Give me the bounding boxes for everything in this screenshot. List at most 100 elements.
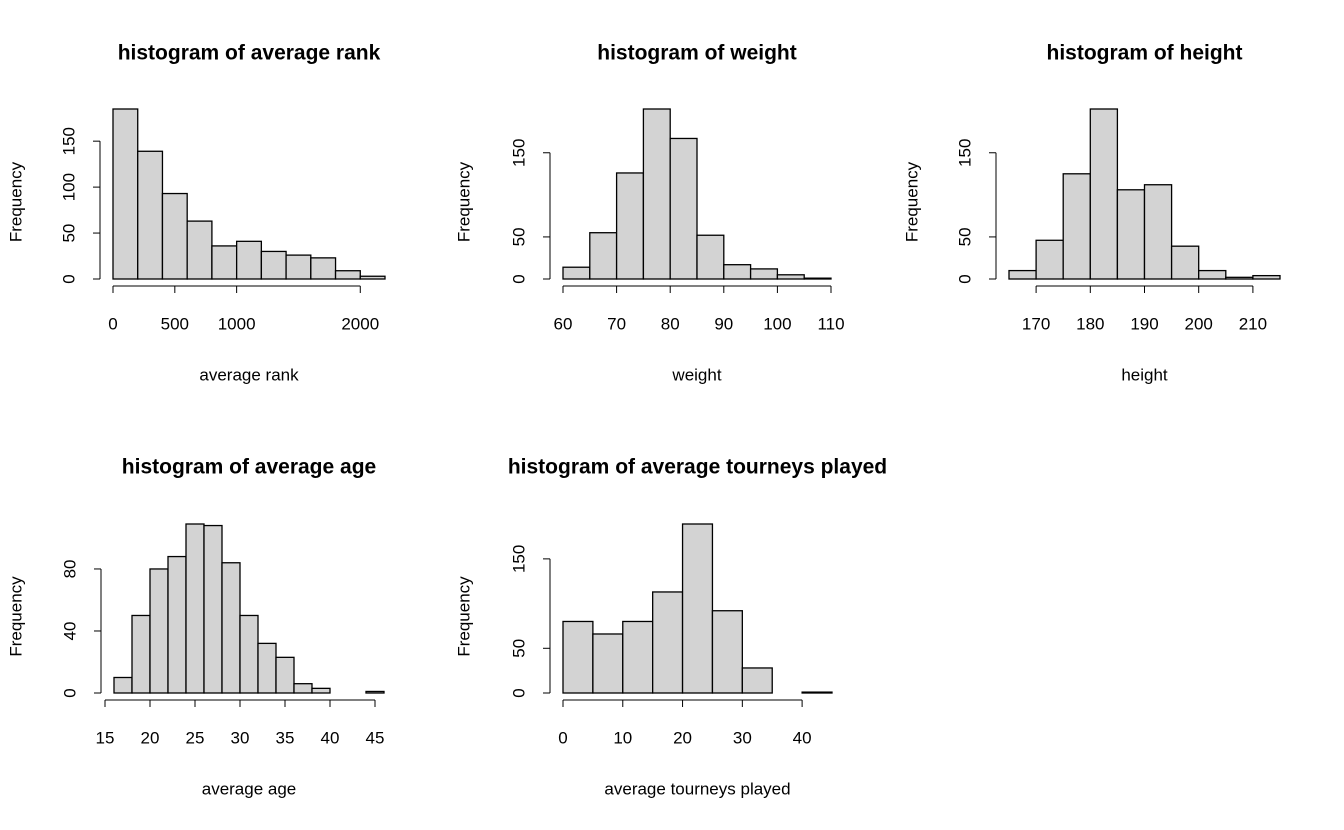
bar [562, 266, 591, 280]
bar [622, 620, 654, 694]
bar [359, 275, 386, 280]
x-tick-label: 80 [661, 314, 680, 333]
x-axis-label: height [1121, 365, 1168, 384]
bar [592, 633, 624, 694]
title-group: histogram of height [1047, 42, 1243, 65]
bar [1143, 184, 1173, 280]
chart-title: histogram of average rank [118, 42, 381, 65]
bar [221, 562, 241, 694]
bar [167, 555, 187, 694]
y-axis-label: Frequency [6, 576, 25, 657]
x-axis-label: weight [671, 365, 721, 384]
chart-title: histogram of weight [597, 42, 797, 65]
bar [365, 690, 385, 694]
y-tick-label: 150 [509, 139, 528, 167]
bar [186, 220, 213, 280]
x-tick-label: 40 [321, 728, 340, 747]
x-tick-label: 1000 [218, 314, 256, 333]
y-tick-label: 80 [60, 560, 79, 579]
x-tick-label: 10 [613, 728, 632, 747]
y-tick-label: 50 [509, 639, 528, 658]
bar [1116, 189, 1146, 280]
bar [235, 240, 263, 280]
y-tick-label: 150 [509, 545, 528, 573]
x-axis-label: average rank [199, 365, 299, 384]
bar [161, 192, 188, 280]
panel: histogram of average age 0 40 80 15 20 25 30 35 4… [6, 456, 385, 798]
bar [652, 591, 684, 694]
bar [776, 274, 805, 280]
bar [803, 277, 832, 280]
bar [285, 254, 312, 280]
bar [112, 108, 139, 280]
panel: histogram of average tourneys played 0 50 1… [454, 456, 887, 799]
bar [334, 270, 361, 280]
bar [260, 250, 287, 280]
x-tick-label: 2000 [341, 314, 379, 333]
x-tick-label: 30 [733, 728, 752, 747]
bar [311, 687, 331, 694]
y-axis-label: Frequency [454, 576, 473, 657]
x-tick-label: 45 [366, 728, 385, 747]
x-tick-label: 500 [161, 314, 189, 333]
bar [723, 264, 752, 280]
x-axis-label: average age [202, 779, 297, 798]
y-tick-label: 50 [955, 227, 974, 246]
bar [275, 656, 295, 694]
bar [681, 523, 714, 694]
y-tick-label: 0 [509, 688, 528, 697]
bar [741, 667, 773, 694]
title-group: histogram of average age [122, 456, 376, 479]
x-tick-label: 170 [1022, 314, 1050, 333]
y-tick-label: 0 [60, 688, 79, 697]
bar [1225, 276, 1254, 280]
bar [257, 642, 277, 694]
bar [615, 172, 645, 280]
x-tick-label: 40 [793, 728, 812, 747]
y-axis-label: Frequency [6, 161, 25, 242]
x-tick-label: 190 [1130, 314, 1158, 333]
bar [562, 620, 594, 694]
panel: histogram of average rank 0 50 100 150 0 500 10… [6, 42, 386, 384]
bar [211, 245, 238, 280]
chart-title: histogram of average age [122, 456, 376, 479]
bar [801, 691, 833, 694]
x-tick-label: 70 [607, 314, 626, 333]
bar [1170, 245, 1200, 280]
bar [185, 523, 205, 694]
y-tick-label: 0 [509, 274, 528, 283]
bar [131, 614, 151, 694]
y-tick-label: 40 [60, 622, 79, 641]
bar [642, 108, 671, 280]
x-axis-label: average tourneys played [604, 779, 790, 798]
bar [1008, 269, 1037, 280]
y-axis-label: Frequency [454, 161, 473, 242]
x-tick-label: 210 [1239, 314, 1267, 333]
x-tick-label: 0 [108, 314, 117, 333]
bar [589, 232, 618, 280]
x-tick-label: 15 [96, 728, 115, 747]
bar [711, 610, 743, 694]
bar [149, 568, 169, 694]
bar [669, 137, 698, 280]
title-group: histogram of weight [597, 42, 797, 65]
x-tick-label: 20 [141, 728, 160, 747]
y-tick-label: 50 [59, 224, 78, 243]
y-tick-label: 0 [59, 274, 78, 283]
y-tick-label: 0 [955, 274, 974, 283]
x-tick-label: 20 [673, 728, 692, 747]
x-tick-label: 180 [1076, 314, 1104, 333]
bar [1198, 269, 1227, 280]
bar [1035, 239, 1064, 280]
x-tick-label: 60 [554, 314, 573, 333]
bar [203, 524, 223, 694]
panel: histogram of weight 0 50 150 60 70 80 90 100 110 w… [454, 42, 844, 385]
x-tick-label: 200 [1185, 314, 1213, 333]
bar [1089, 108, 1119, 280]
x-tick-label: 100 [763, 314, 791, 333]
x-tick-label: 110 [817, 314, 844, 333]
bar [1062, 173, 1091, 280]
y-axis-label: Frequency [902, 161, 921, 242]
bar [1252, 274, 1281, 280]
